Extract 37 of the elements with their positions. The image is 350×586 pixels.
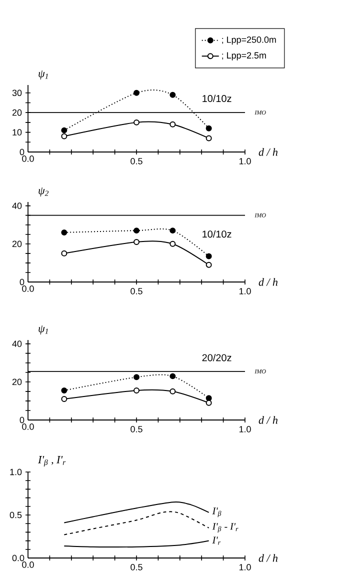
- y-tick-label: 0: [20, 416, 24, 424]
- annotation: 20/20z: [202, 354, 232, 362]
- x-tick-label: 0.5: [130, 564, 142, 570]
- y-tick-label: 0: [20, 278, 24, 286]
- legend-label: ; Lpp=2.5m: [222, 52, 266, 60]
- x-axis-title: d / h: [258, 148, 278, 156]
- x-axis-title: d / h: [258, 278, 278, 286]
- y-tick-label: 1.0: [10, 468, 22, 476]
- y-tick-label: 40: [12, 340, 22, 347]
- annotation: 10/10z: [202, 230, 232, 238]
- x-tick-label: 1.0: [239, 288, 251, 294]
- x-tick-label: 1.0: [239, 158, 251, 164]
- y-tick-label: 30: [12, 90, 22, 96]
- legend-label: ; Lpp=250.0m: [222, 36, 276, 45]
- y-tick-label: 0.0: [12, 554, 24, 562]
- series-label: I'$_{β}$: [212, 508, 222, 518]
- y-tick-label: 40: [12, 202, 22, 209]
- series-label: I'$_{r}$: [212, 536, 221, 545]
- y-tick-label: 20: [12, 378, 22, 386]
- series-label: I'$_{β}$ - I'$_{r}$: [212, 523, 238, 533]
- y-tick-label: 0: [20, 148, 24, 156]
- x-tick-label: 0.5: [130, 158, 142, 164]
- x-tick-label: 0.5: [130, 426, 142, 432]
- y-tick-label: 10: [12, 129, 22, 136]
- x-tick-label: 1.0: [239, 426, 251, 432]
- y-tick-label: 0.5: [10, 512, 22, 518]
- y-tick-label: 20: [12, 109, 22, 116]
- y-axis-title: I'$_{β}$ , I'$_{r}$: [38, 456, 66, 466]
- y-axis-title: ψ$_{2}$: [38, 188, 49, 196]
- x-axis-title: d / h: [258, 416, 278, 424]
- y-axis-title: ψ$_{1}$: [38, 326, 48, 334]
- y-axis-title: ψ$_{1}$: [38, 70, 48, 80]
- y-tick-label: 20: [12, 240, 22, 248]
- x-tick-label: 1.0: [239, 564, 251, 570]
- x-axis-title: d / h: [258, 554, 278, 562]
- annotation: 10/10z: [202, 94, 232, 102]
- x-tick-label: 0.5: [130, 288, 142, 294]
